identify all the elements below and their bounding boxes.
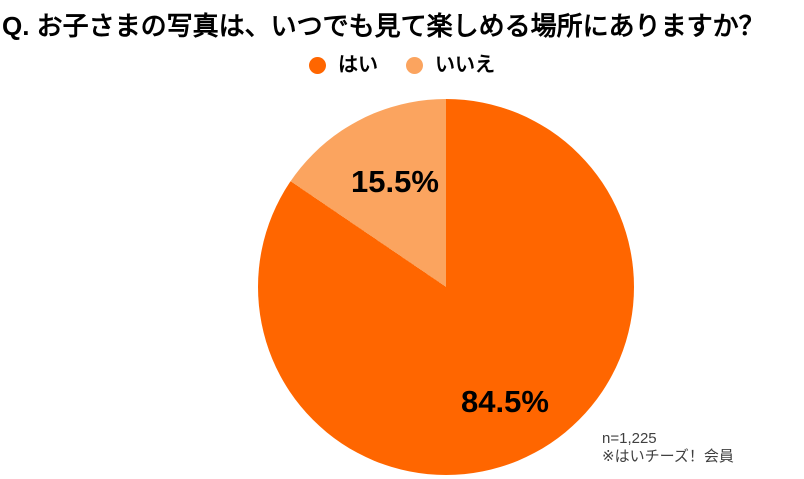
pie-slice-label-yes: 84.5% [461,384,549,419]
legend-item-no: いいえ [406,55,495,75]
chart-title: Q. お子さまの写真は、いつでも見て楽しめる場所にありますか？ [2,11,765,41]
legend-swatch [406,56,423,74]
sample-size: n=1,225 [602,430,657,447]
sample-note: n=1,225 ※はいチーズ！会員 [602,430,734,466]
legend-label-yes: はい [338,54,378,76]
pie-slice-label-no: 15.5% [351,164,439,199]
legend: はい いいえ [0,55,804,75]
sample-source: ※はいチーズ！会員 [602,448,734,465]
legend-swatch [309,56,326,74]
legend-item-yes: はい [309,55,378,75]
legend-label-no: いいえ [435,54,495,76]
pie-chart [258,99,634,475]
